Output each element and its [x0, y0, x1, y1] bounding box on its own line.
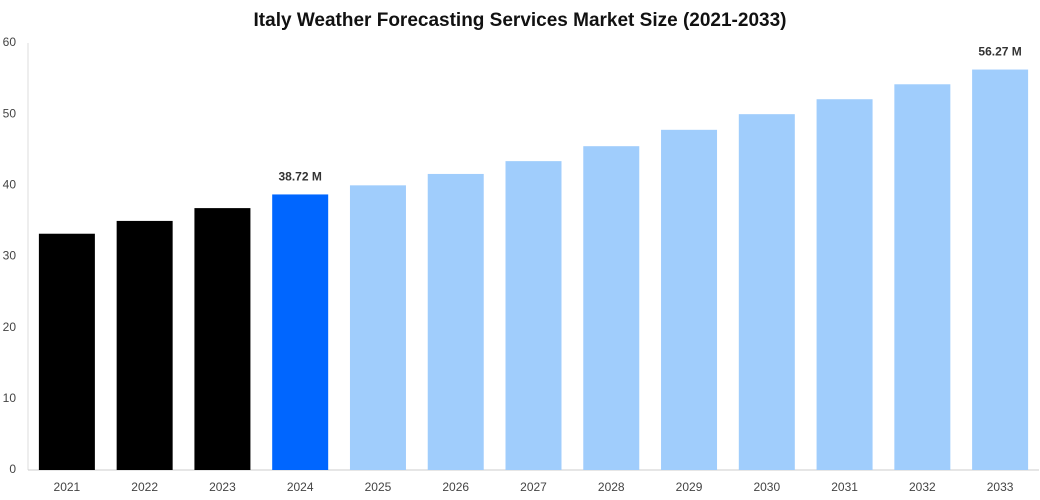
bar [738, 114, 795, 471]
y-tick-label: 60 [3, 35, 17, 49]
x-tick-label: 2030 [753, 480, 780, 494]
x-tick-label: 2021 [54, 480, 81, 494]
bar [272, 194, 329, 470]
bar [349, 185, 406, 471]
x-tick-label: 2032 [909, 480, 936, 494]
bar [116, 220, 173, 470]
y-tick-label: 10 [3, 391, 17, 405]
bar [505, 161, 562, 471]
x-tick-label: 2025 [365, 480, 392, 494]
x-tick-label: 2029 [676, 480, 703, 494]
x-tick-label: 2028 [598, 480, 625, 494]
bar [427, 173, 484, 471]
chart-title: Italy Weather Forecasting Services Marke… [254, 10, 787, 31]
bar [194, 208, 251, 470]
x-tick-label: 2026 [442, 480, 469, 494]
x-tick-label: 2033 [987, 480, 1014, 494]
y-tick-label: 20 [3, 320, 17, 334]
bar [583, 146, 640, 471]
value-label: 38.72 M [279, 170, 322, 184]
x-tick-label: 2031 [831, 480, 858, 494]
bar [38, 233, 95, 470]
y-tick-label: 40 [3, 178, 17, 192]
y-tick-label: 30 [3, 249, 17, 263]
bar [894, 84, 951, 470]
x-tick-label: 2027 [520, 480, 547, 494]
y-tick-label: 50 [3, 106, 17, 120]
y-tick-label: 0 [9, 462, 16, 476]
bar [972, 69, 1029, 470]
bar [816, 99, 873, 470]
x-tick-label: 2023 [209, 480, 236, 494]
value-label: 56.27 M [978, 45, 1021, 59]
x-tick-label: 2024 [287, 480, 314, 494]
x-tick-label: 2022 [131, 480, 158, 494]
bar [661, 129, 718, 470]
